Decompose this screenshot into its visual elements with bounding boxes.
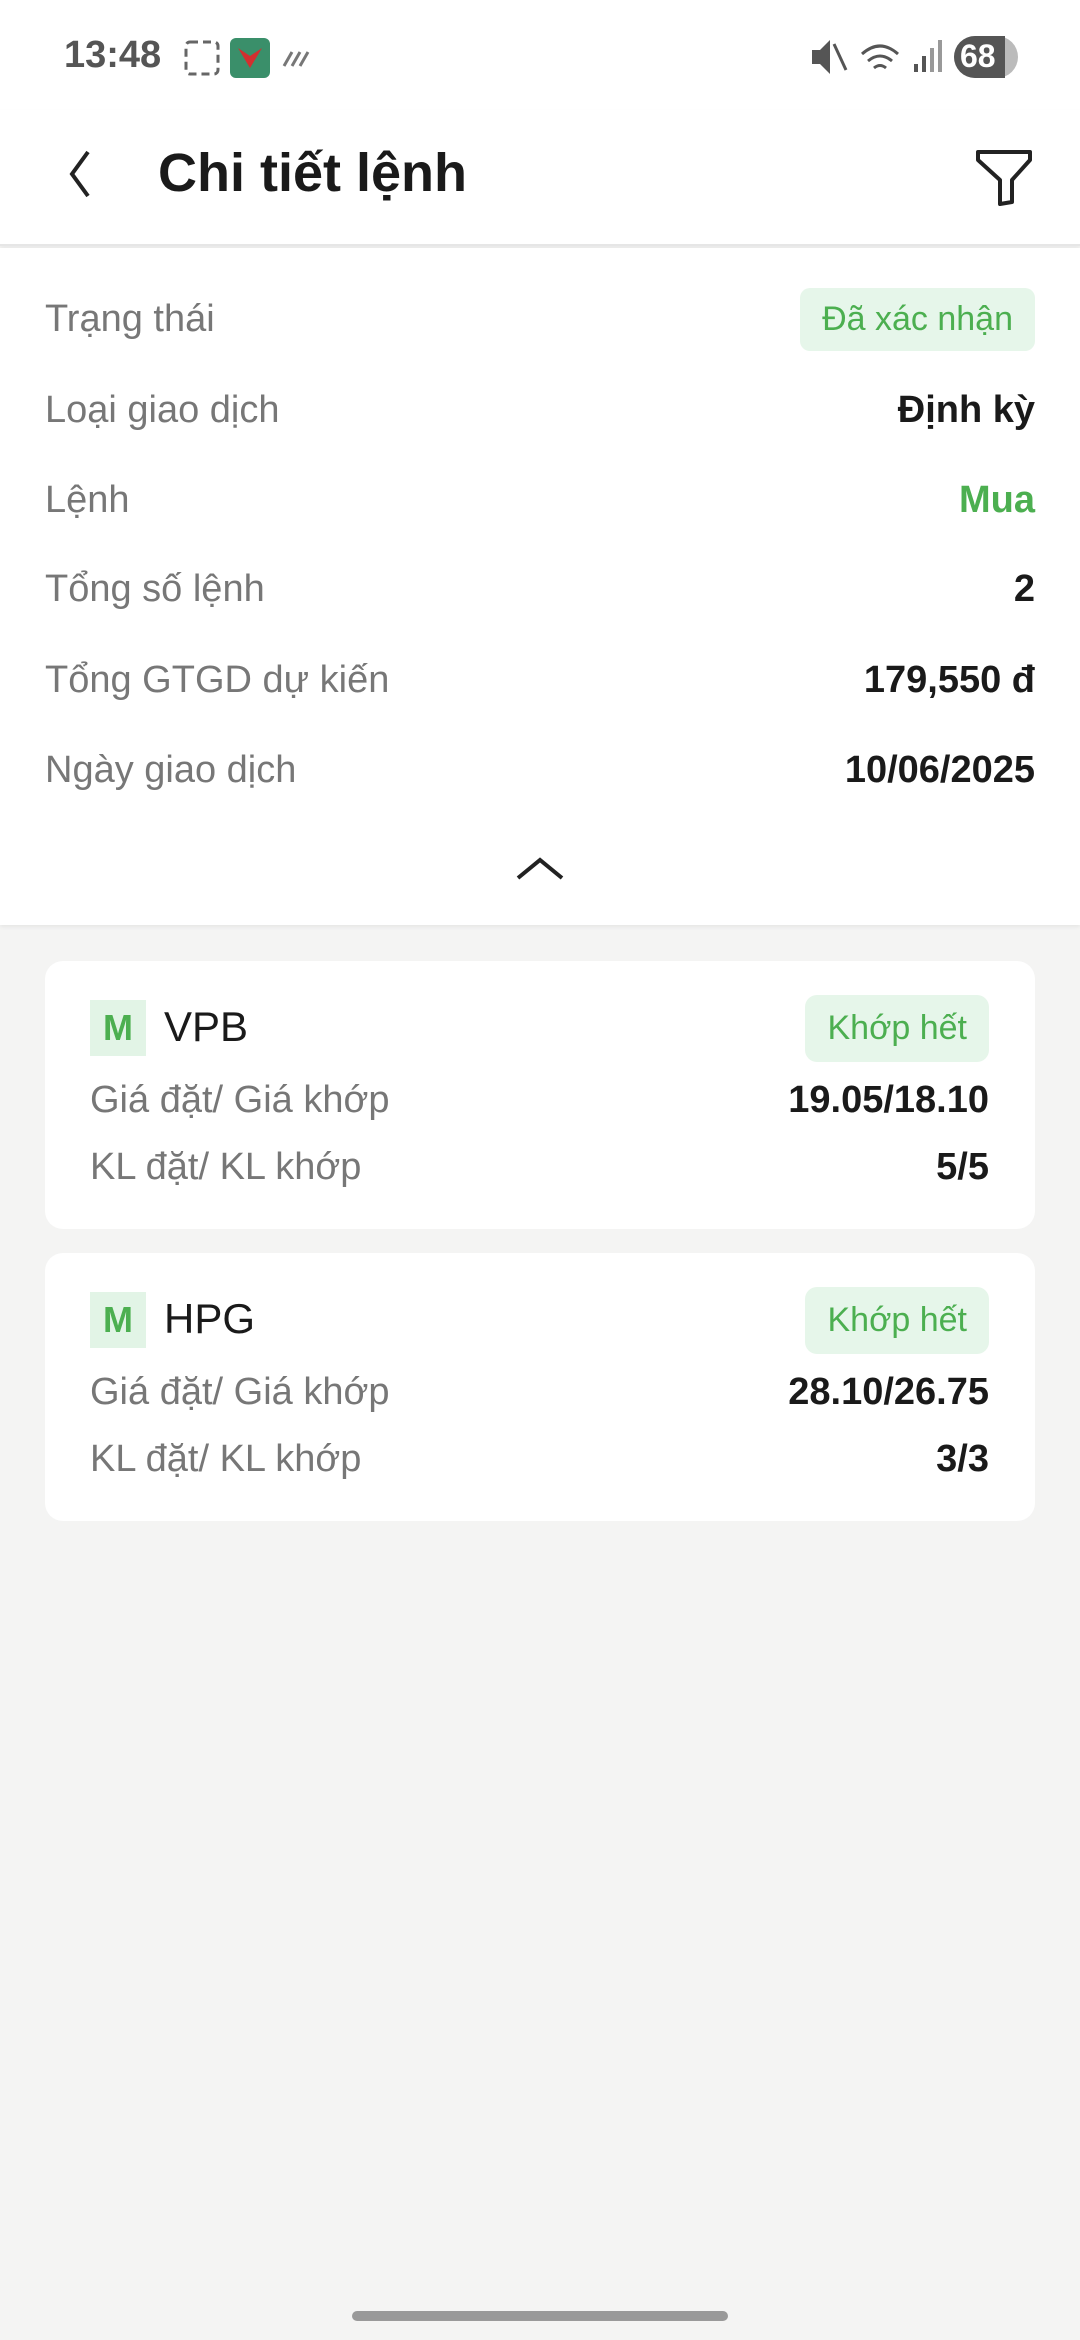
detail-value: Định kỳ — [897, 388, 1035, 431]
detail-row-side: Lệnh Mua — [45, 470, 1035, 530]
detail-row-type: Loại giao dịch Định kỳ — [45, 380, 1035, 440]
detail-row-total: Tổng GTGD dự kiến 179,550 đ — [45, 650, 1035, 710]
price-row: Giá đặt/ Giá khớp 19.05/18.10 — [90, 1079, 989, 1122]
quantity-row: KL đặt/ KL khớp 5/5 — [90, 1146, 989, 1189]
quantity-value: 3/3 — [936, 1438, 989, 1480]
price-value: 19.05/18.10 — [788, 1079, 989, 1121]
quantity-value: 5/5 — [936, 1146, 989, 1188]
battery-level: 68 — [960, 38, 996, 74]
stock-symbol: VPB — [164, 1003, 249, 1050]
detail-label: Trạng thái — [45, 297, 215, 340]
stock-symbol: HPG — [164, 1295, 256, 1342]
price-label: Giá đặt/ Giá khớp — [90, 1371, 390, 1413]
price-value: 28.10/26.75 — [788, 1371, 989, 1413]
detail-value: Mua — [959, 478, 1035, 521]
quantity-label: KL đặt/ KL khớp — [90, 1438, 362, 1480]
price-row: Giá đặt/ Giá khớp 28.10/26.75 — [90, 1371, 989, 1414]
detail-row-date: Ngày giao dịch 10/06/2025 — [45, 740, 1035, 800]
status-bar: 13:48 68 — [0, 0, 1080, 110]
detail-row-status: Trạng thái Đã xác nhận — [45, 287, 1035, 351]
notification-icons — [184, 38, 310, 78]
detail-row-count: Tổng số lệnh 2 — [45, 559, 1035, 619]
detail-label: Ngày giao dịch — [45, 748, 297, 791]
detail-value: 10/06/2025 — [844, 748, 1035, 791]
detail-label: Tổng GTGD dự kiến — [45, 658, 390, 701]
filter-icon[interactable] — [972, 146, 1036, 210]
detail-label: Loại giao dịch — [45, 388, 280, 431]
order-summary: Trạng thái Đã xác nhận Loại giao dịch Đị… — [0, 248, 1080, 925]
detail-value: 179,550 đ — [863, 658, 1035, 701]
detail-value: 2 — [1013, 567, 1035, 610]
match-status-badge: Khớp hết — [805, 995, 989, 1062]
system-status-icons — [812, 36, 1018, 78]
match-status-badge: Khớp hết — [805, 1287, 989, 1354]
quantity-row: KL đặt/ KL khớp 3/3 — [90, 1438, 989, 1481]
detail-label: Tổng số lệnh — [45, 567, 265, 610]
quantity-label: KL đặt/ KL khớp — [90, 1146, 362, 1188]
side-badge: M — [90, 1000, 146, 1056]
detail-label: Lệnh — [45, 478, 130, 521]
price-label: Giá đặt/ Giá khớp — [90, 1079, 390, 1121]
order-card[interactable]: M VPB Khớp hết Giá đặt/ Giá khớp 19.05/1… — [45, 961, 1035, 1229]
page-title: Chi tiết lệnh — [158, 143, 467, 203]
order-card[interactable]: M HPG Khớp hết Giá đặt/ Giá khớp 28.10/2… — [45, 1253, 1035, 1521]
chevron-up-icon[interactable] — [514, 854, 566, 884]
status-badge: Đã xác nhận — [800, 287, 1035, 351]
back-icon[interactable] — [60, 144, 100, 204]
home-indicator[interactable] — [352, 2311, 728, 2321]
app-header: Chi tiết lệnh — [0, 110, 1080, 246]
status-time: 13:48 — [64, 34, 162, 76]
side-badge: M — [90, 1292, 146, 1348]
